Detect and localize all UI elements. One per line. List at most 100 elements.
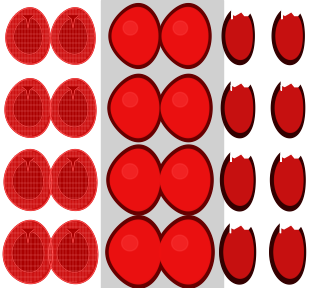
Polygon shape (127, 100, 135, 110)
Polygon shape (275, 84, 303, 132)
Bar (101, 0, 223, 288)
Polygon shape (291, 34, 292, 36)
Polygon shape (276, 157, 302, 203)
Polygon shape (164, 83, 204, 132)
Polygon shape (117, 230, 149, 271)
Polygon shape (176, 99, 186, 111)
Polygon shape (126, 26, 137, 40)
Polygon shape (285, 170, 295, 188)
Polygon shape (287, 172, 294, 186)
Polygon shape (112, 224, 157, 279)
Polygon shape (285, 169, 296, 189)
Polygon shape (234, 240, 246, 262)
Polygon shape (111, 222, 159, 281)
Polygon shape (162, 79, 208, 137)
Polygon shape (277, 86, 302, 130)
Polygon shape (170, 18, 196, 50)
Polygon shape (230, 162, 249, 197)
Polygon shape (237, 100, 244, 114)
Polygon shape (171, 164, 194, 192)
Polygon shape (162, 151, 208, 209)
Polygon shape (129, 175, 131, 177)
Polygon shape (280, 234, 299, 269)
Polygon shape (164, 11, 204, 60)
Polygon shape (237, 245, 244, 257)
Polygon shape (237, 172, 244, 186)
Polygon shape (116, 229, 150, 272)
Polygon shape (235, 169, 246, 189)
Polygon shape (169, 17, 198, 53)
Polygon shape (279, 88, 300, 127)
Polygon shape (169, 90, 196, 123)
Polygon shape (282, 93, 298, 122)
Polygon shape (237, 28, 245, 43)
Polygon shape (228, 16, 251, 55)
Polygon shape (119, 90, 146, 123)
Polygon shape (282, 165, 298, 194)
Polygon shape (118, 160, 148, 197)
Polygon shape (174, 23, 190, 44)
Polygon shape (117, 86, 150, 128)
Polygon shape (238, 30, 243, 39)
Polygon shape (172, 165, 192, 190)
Polygon shape (121, 92, 144, 120)
Polygon shape (291, 106, 292, 108)
Polygon shape (281, 20, 298, 50)
Polygon shape (241, 34, 242, 36)
Polygon shape (240, 104, 243, 110)
Polygon shape (280, 19, 299, 52)
Polygon shape (124, 239, 139, 259)
Polygon shape (226, 229, 252, 275)
Polygon shape (280, 162, 299, 197)
Polygon shape (13, 160, 44, 200)
Polygon shape (111, 150, 159, 210)
Polygon shape (227, 14, 251, 57)
Polygon shape (230, 90, 249, 125)
Polygon shape (110, 149, 160, 211)
Polygon shape (279, 17, 300, 54)
Polygon shape (235, 242, 246, 260)
Polygon shape (176, 98, 187, 112)
Polygon shape (283, 22, 297, 48)
Polygon shape (112, 7, 158, 65)
Polygon shape (220, 220, 255, 284)
Polygon shape (284, 96, 296, 118)
Polygon shape (280, 91, 299, 124)
Polygon shape (122, 164, 143, 191)
Polygon shape (120, 162, 145, 193)
Polygon shape (123, 95, 141, 116)
Polygon shape (270, 220, 306, 284)
Polygon shape (118, 15, 150, 55)
Polygon shape (163, 225, 205, 278)
Polygon shape (125, 241, 137, 256)
Polygon shape (114, 82, 155, 133)
Polygon shape (290, 177, 292, 181)
Polygon shape (122, 165, 142, 190)
Polygon shape (167, 14, 201, 56)
Polygon shape (228, 160, 250, 199)
Polygon shape (119, 233, 146, 267)
Polygon shape (281, 147, 305, 162)
Polygon shape (179, 175, 181, 177)
Polygon shape (179, 174, 182, 178)
Polygon shape (124, 24, 139, 43)
Polygon shape (174, 167, 190, 187)
Polygon shape (22, 230, 34, 243)
Polygon shape (281, 164, 298, 195)
Polygon shape (286, 244, 294, 258)
Polygon shape (115, 84, 153, 131)
Polygon shape (232, 94, 248, 121)
Polygon shape (127, 27, 136, 39)
Polygon shape (172, 164, 188, 179)
Polygon shape (166, 85, 201, 129)
Polygon shape (237, 173, 244, 185)
Polygon shape (233, 167, 247, 191)
Polygon shape (241, 106, 242, 108)
Polygon shape (281, 237, 298, 266)
Polygon shape (225, 227, 253, 277)
Polygon shape (123, 22, 141, 45)
Polygon shape (158, 74, 212, 142)
Polygon shape (233, 166, 247, 192)
Polygon shape (67, 87, 79, 100)
Polygon shape (124, 167, 140, 187)
